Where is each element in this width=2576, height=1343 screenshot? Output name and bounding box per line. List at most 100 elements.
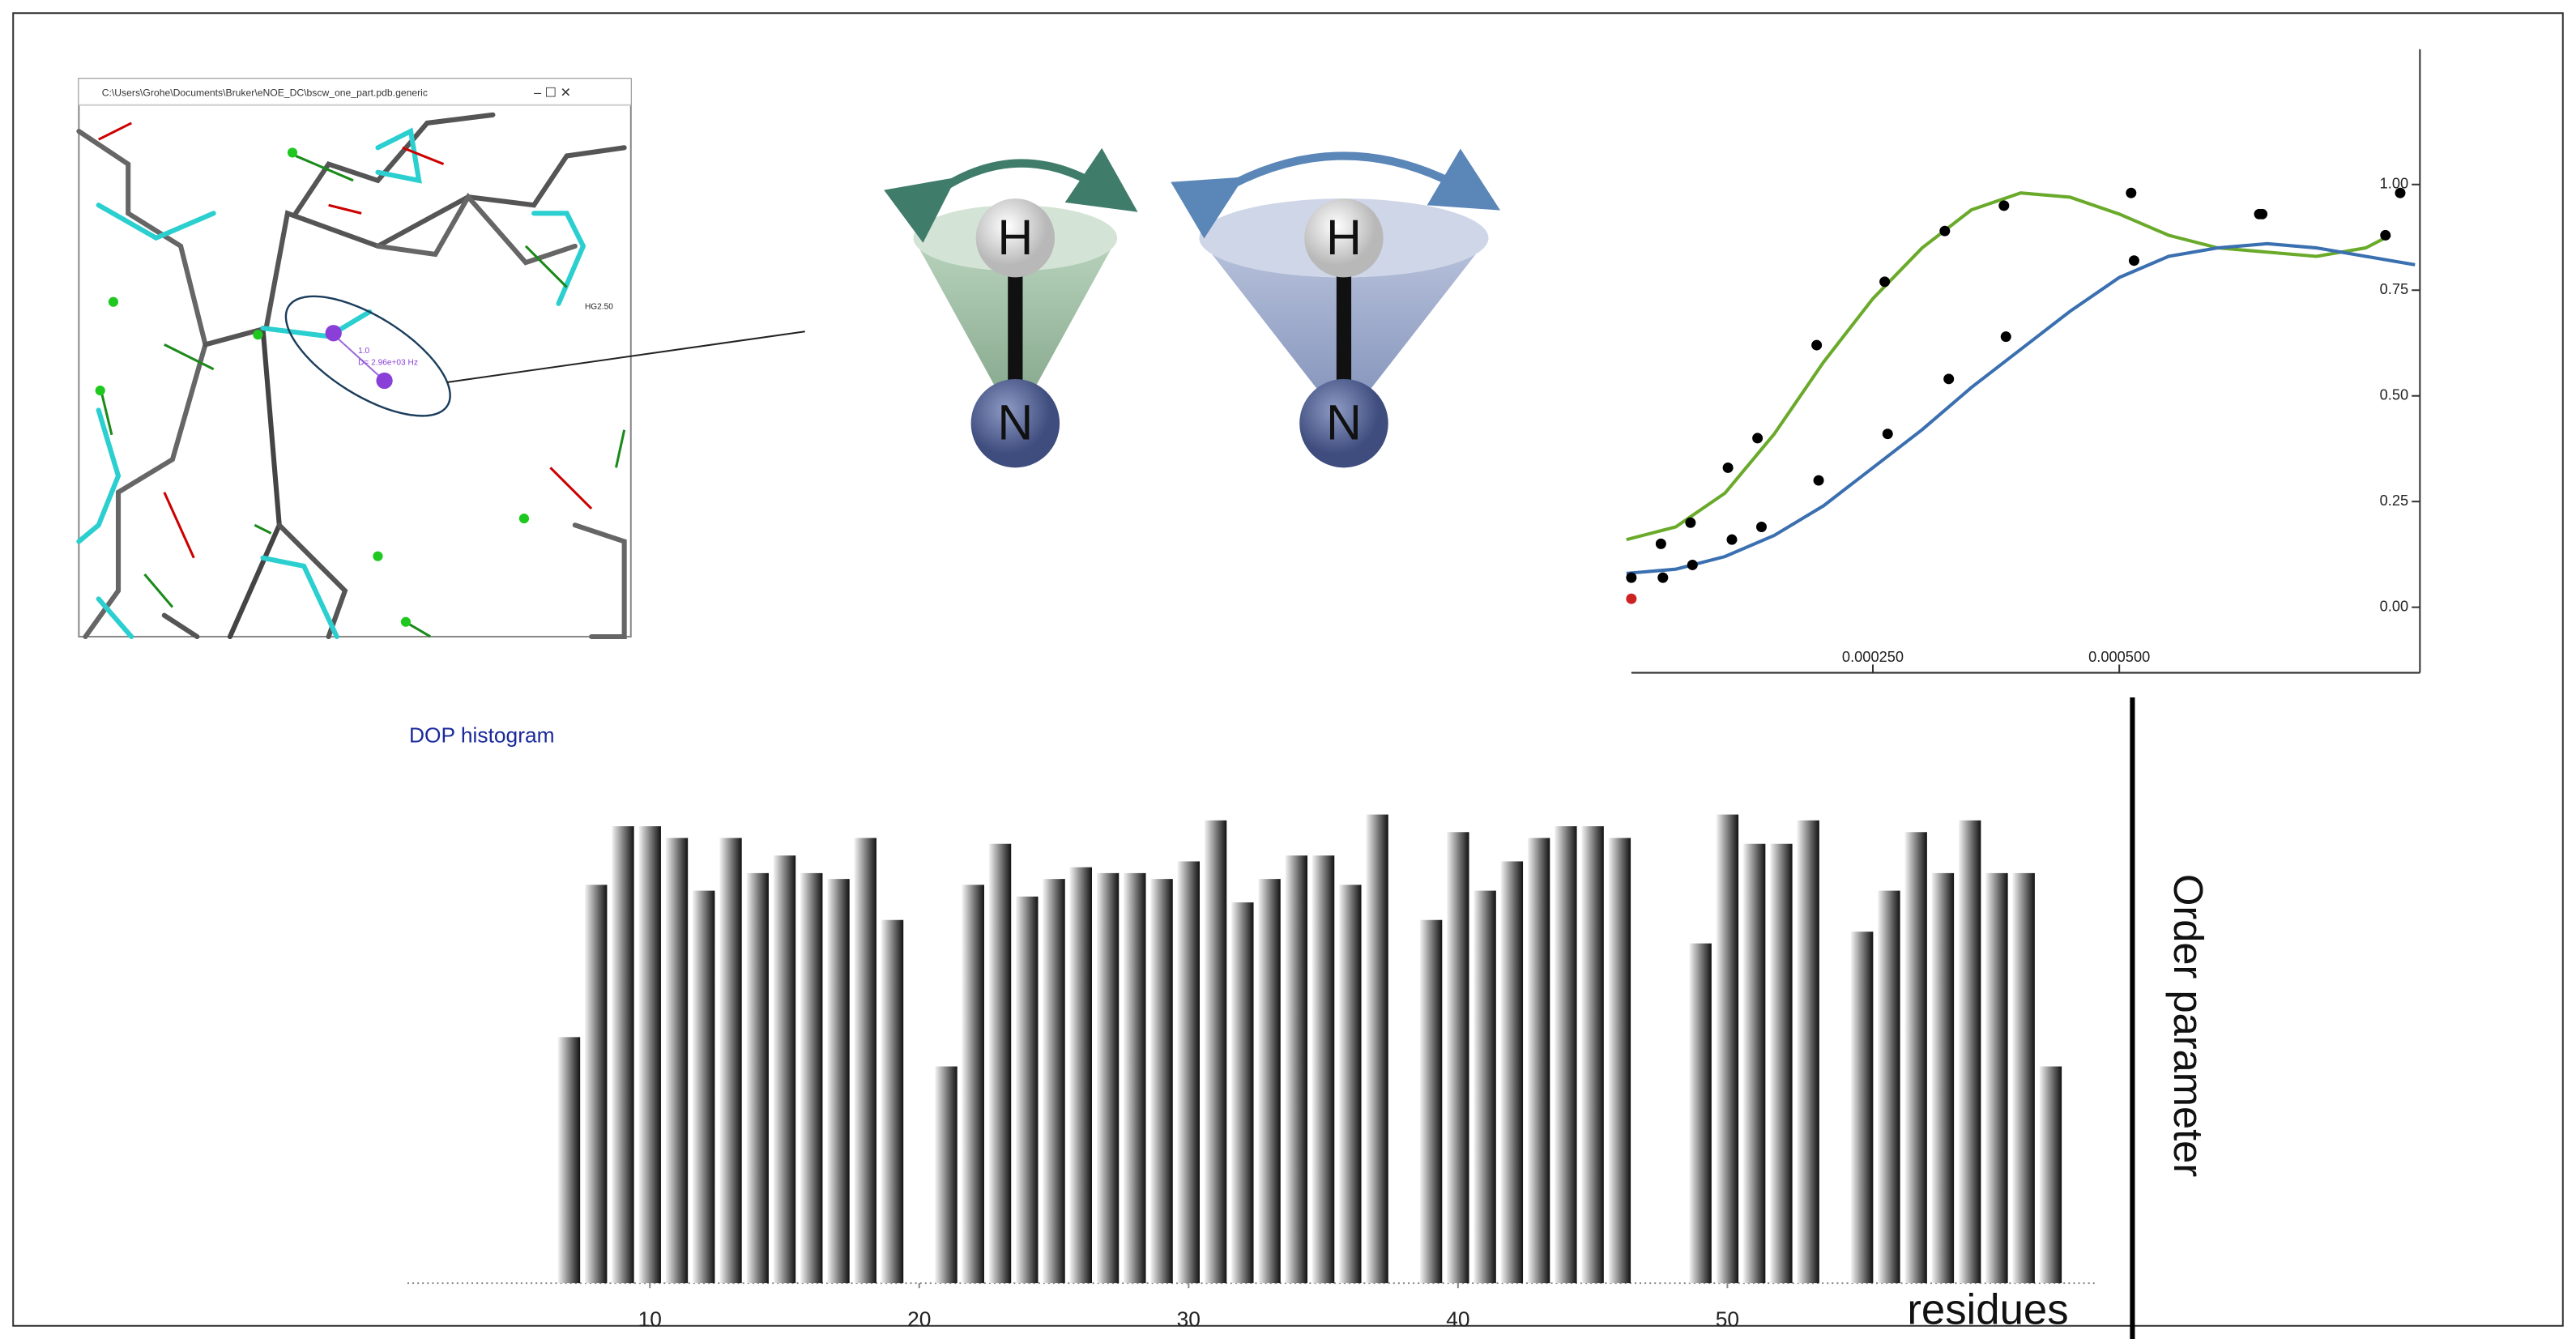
atom-h: H bbox=[1326, 210, 1362, 265]
cone-diagram: H N H N bbox=[914, 156, 1489, 467]
atom-h: H bbox=[997, 210, 1033, 265]
data-point bbox=[1752, 433, 1763, 443]
bar bbox=[989, 844, 1011, 1283]
data-point bbox=[1685, 518, 1695, 528]
x-tick-label: 0.000250 bbox=[1842, 648, 1904, 665]
y-tick-label: 0.75 bbox=[2380, 280, 2409, 297]
data-point bbox=[2380, 230, 2390, 241]
chart-title: DOP histogram bbox=[409, 723, 555, 748]
bar bbox=[1447, 832, 1469, 1283]
bar bbox=[1932, 873, 1954, 1283]
data-point bbox=[1814, 475, 1824, 486]
bar bbox=[1231, 902, 1253, 1283]
window-title: C:\Users\Grohe\Documents\Bruker\eNOE_DC\… bbox=[102, 87, 428, 99]
y-tick-label: 0.50 bbox=[2380, 386, 2409, 403]
bar bbox=[1016, 897, 1038, 1283]
bar bbox=[1797, 821, 1819, 1283]
data-point bbox=[1687, 560, 1698, 570]
data-point bbox=[2126, 188, 2136, 198]
data-point bbox=[1626, 573, 1636, 583]
bar bbox=[2040, 1067, 2062, 1284]
x-tick-label: 0.000500 bbox=[2088, 648, 2150, 665]
bar bbox=[962, 885, 984, 1283]
data-point bbox=[1656, 539, 1666, 549]
bar bbox=[1555, 826, 1576, 1283]
bar bbox=[1420, 920, 1442, 1283]
x-tick-label: 20 bbox=[907, 1307, 931, 1332]
bar bbox=[747, 873, 769, 1283]
x-axis-label: residues bbox=[1907, 1286, 2068, 1334]
page: {"molecule_window":{"title":"C:\\Users\\… bbox=[0, 0, 2576, 1343]
bar bbox=[1851, 932, 1873, 1283]
bar bbox=[1770, 844, 1792, 1283]
bar bbox=[719, 838, 741, 1284]
window-buttons[interactable]: – ☐ ✕ bbox=[534, 86, 571, 100]
data-point bbox=[2001, 331, 2011, 342]
bar bbox=[1717, 815, 1738, 1284]
bar bbox=[1043, 879, 1064, 1283]
bar bbox=[639, 826, 661, 1283]
bar bbox=[693, 891, 714, 1284]
bar bbox=[1286, 855, 1307, 1283]
atom-label: HG2.50 bbox=[585, 302, 613, 311]
bar bbox=[1339, 885, 1361, 1283]
x-tick-label: 40 bbox=[1446, 1307, 1469, 1332]
data-point bbox=[1939, 226, 1950, 237]
data-point bbox=[1883, 428, 1893, 439]
distance-label: D= 2.96e+03 Hz bbox=[358, 358, 418, 367]
y-tick-label: 0.25 bbox=[2380, 492, 2409, 509]
bar bbox=[881, 920, 903, 1283]
data-point bbox=[1657, 573, 1668, 583]
bar bbox=[1097, 873, 1119, 1283]
bar bbox=[1124, 873, 1145, 1283]
x-tick-label: 30 bbox=[1177, 1307, 1201, 1332]
data-point bbox=[1726, 535, 1737, 545]
data-point bbox=[1811, 340, 1822, 351]
bar bbox=[1904, 832, 1926, 1283]
bar bbox=[855, 838, 876, 1284]
bar bbox=[612, 826, 633, 1283]
bar bbox=[2012, 873, 2034, 1283]
bar bbox=[827, 879, 849, 1283]
data-point bbox=[2257, 209, 2267, 220]
fit-curve bbox=[1627, 244, 2415, 573]
data-point bbox=[1879, 276, 1890, 287]
data-point bbox=[2129, 255, 2139, 266]
bar bbox=[1581, 826, 1603, 1283]
bar bbox=[1312, 855, 1334, 1283]
bar bbox=[1743, 844, 1765, 1283]
bar bbox=[666, 838, 688, 1284]
data-point bbox=[1626, 594, 1636, 604]
data-point bbox=[1756, 522, 1767, 532]
data-point bbox=[1943, 373, 1954, 384]
bar bbox=[800, 873, 822, 1283]
data-point bbox=[1723, 463, 1734, 473]
data-point bbox=[1998, 200, 2009, 211]
bar bbox=[1609, 838, 1631, 1284]
bar bbox=[1878, 891, 1900, 1284]
bar bbox=[1258, 879, 1280, 1283]
atom-n: N bbox=[1326, 395, 1362, 450]
pair-label: 1.0 bbox=[358, 347, 369, 356]
bar bbox=[1985, 873, 2007, 1283]
x-tick-label: 50 bbox=[1716, 1307, 1739, 1332]
bar bbox=[1474, 891, 1495, 1284]
molecule-window: C:\Users\Grohe\Documents\Bruker\eNOE_DC\… bbox=[79, 79, 804, 637]
bar bbox=[1070, 868, 1092, 1283]
bar bbox=[1689, 944, 1711, 1283]
bar bbox=[1366, 815, 1388, 1284]
bar bbox=[585, 885, 607, 1283]
bar bbox=[1959, 821, 1981, 1283]
bar bbox=[1178, 861, 1200, 1283]
y-tick-label: 0.00 bbox=[2380, 597, 2409, 614]
y-axis-label: Order parameter bbox=[2165, 874, 2211, 1177]
y-tick-label: 1.00 bbox=[2380, 175, 2409, 192]
bar bbox=[1528, 838, 1550, 1284]
bar bbox=[558, 1037, 580, 1283]
bar bbox=[1150, 879, 1172, 1283]
data-point bbox=[2395, 188, 2406, 198]
figure: C:\Users\Grohe\Documents\Bruker\eNOE_DC\… bbox=[0, 0, 2576, 1339]
x-tick-label: 10 bbox=[638, 1307, 662, 1332]
bar bbox=[1501, 861, 1523, 1283]
bar bbox=[1205, 821, 1226, 1283]
